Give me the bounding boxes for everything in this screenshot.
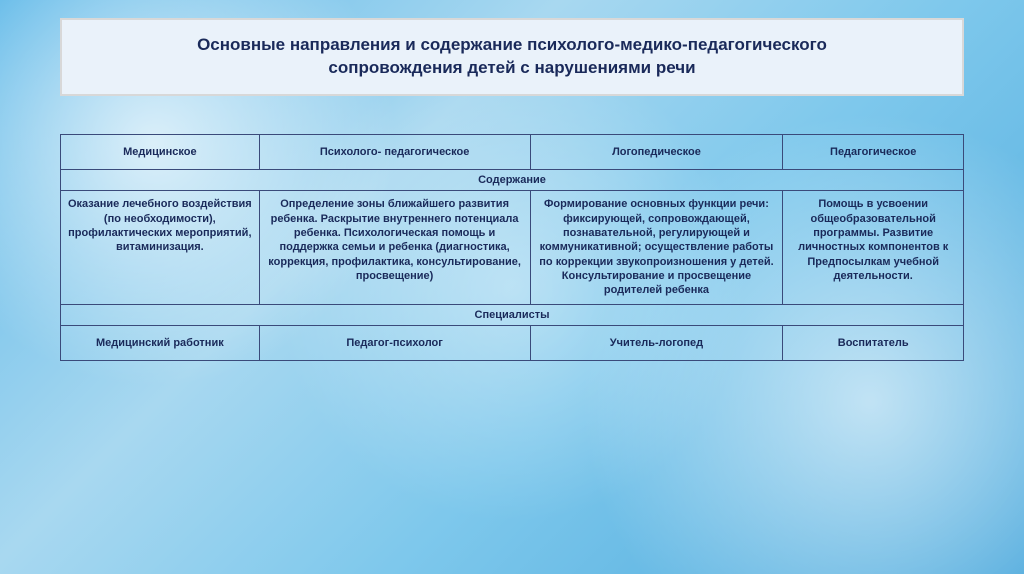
content-psycho: Определение зоны ближайшего развития реб… — [259, 191, 530, 304]
specialist-pedagogic: Воспитатель — [783, 325, 964, 360]
section-content-row: Содержание — [61, 170, 964, 191]
col-header-psycho: Психолого- педагогическое — [259, 134, 530, 169]
section-specialists-label: Специалисты — [61, 304, 964, 325]
title-line-2: сопровождения детей с нарушениями речи — [102, 57, 922, 80]
content-logo: Формирование основных функции речи: фикс… — [530, 191, 783, 304]
content-pedagogic: Помощь в усвоении общеобразовательной пр… — [783, 191, 964, 304]
section-specialists-row: Специалисты — [61, 304, 964, 325]
title-line-1: Основные направления и содержание психол… — [102, 34, 922, 57]
specialist-psycho: Педагог-психолог — [259, 325, 530, 360]
specialists-row: Медицинский работник Педагог-психолог Уч… — [61, 325, 964, 360]
content-row: Оказание лечебного воздействия (по необх… — [61, 191, 964, 304]
col-header-logo: Логопедическое — [530, 134, 783, 169]
table-header-row: Медицинское Психолого- педагогическое Ло… — [61, 134, 964, 169]
content-medical: Оказание лечебного воздействия (по необх… — [61, 191, 260, 304]
specialist-logo: Учитель-логопед — [530, 325, 783, 360]
slide-title: Основные направления и содержание психол… — [60, 18, 964, 96]
specialist-medical: Медицинский работник — [61, 325, 260, 360]
col-header-medical: Медицинское — [61, 134, 260, 169]
section-content-label: Содержание — [61, 170, 964, 191]
main-table: Медицинское Психолого- педагогическое Ло… — [60, 134, 964, 361]
col-header-pedagogic: Педагогическое — [783, 134, 964, 169]
